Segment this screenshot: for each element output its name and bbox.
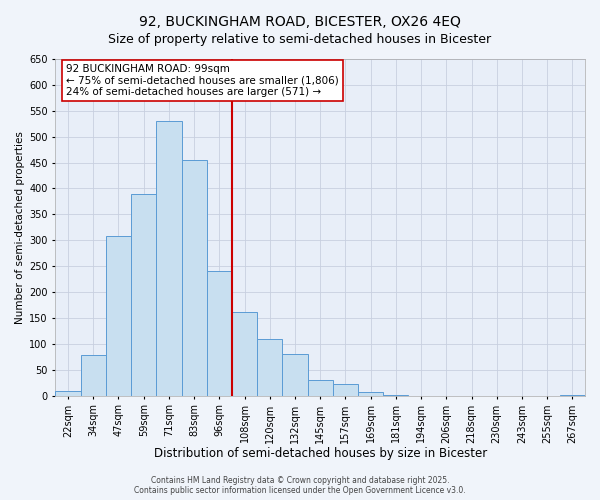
- Text: Contains HM Land Registry data © Crown copyright and database right 2025.
Contai: Contains HM Land Registry data © Crown c…: [134, 476, 466, 495]
- Bar: [358, 392, 383, 396]
- Bar: [55, 390, 80, 396]
- Bar: [106, 236, 131, 396]
- Bar: [182, 160, 207, 396]
- Y-axis label: Number of semi-detached properties: Number of semi-detached properties: [15, 131, 25, 324]
- X-axis label: Distribution of semi-detached houses by size in Bicester: Distribution of semi-detached houses by …: [154, 447, 487, 460]
- Bar: [131, 194, 157, 396]
- Text: 92 BUCKINGHAM ROAD: 99sqm
← 75% of semi-detached houses are smaller (1,806)
24% : 92 BUCKINGHAM ROAD: 99sqm ← 75% of semi-…: [66, 64, 339, 98]
- Bar: [283, 354, 308, 396]
- Bar: [308, 380, 333, 396]
- Bar: [80, 356, 106, 396]
- Bar: [560, 394, 585, 396]
- Text: Size of property relative to semi-detached houses in Bicester: Size of property relative to semi-detach…: [109, 32, 491, 46]
- Bar: [232, 312, 257, 396]
- Bar: [157, 121, 182, 396]
- Bar: [257, 338, 283, 396]
- Bar: [333, 384, 358, 396]
- Text: 92, BUCKINGHAM ROAD, BICESTER, OX26 4EQ: 92, BUCKINGHAM ROAD, BICESTER, OX26 4EQ: [139, 15, 461, 29]
- Bar: [207, 272, 232, 396]
- Bar: [383, 395, 409, 396]
